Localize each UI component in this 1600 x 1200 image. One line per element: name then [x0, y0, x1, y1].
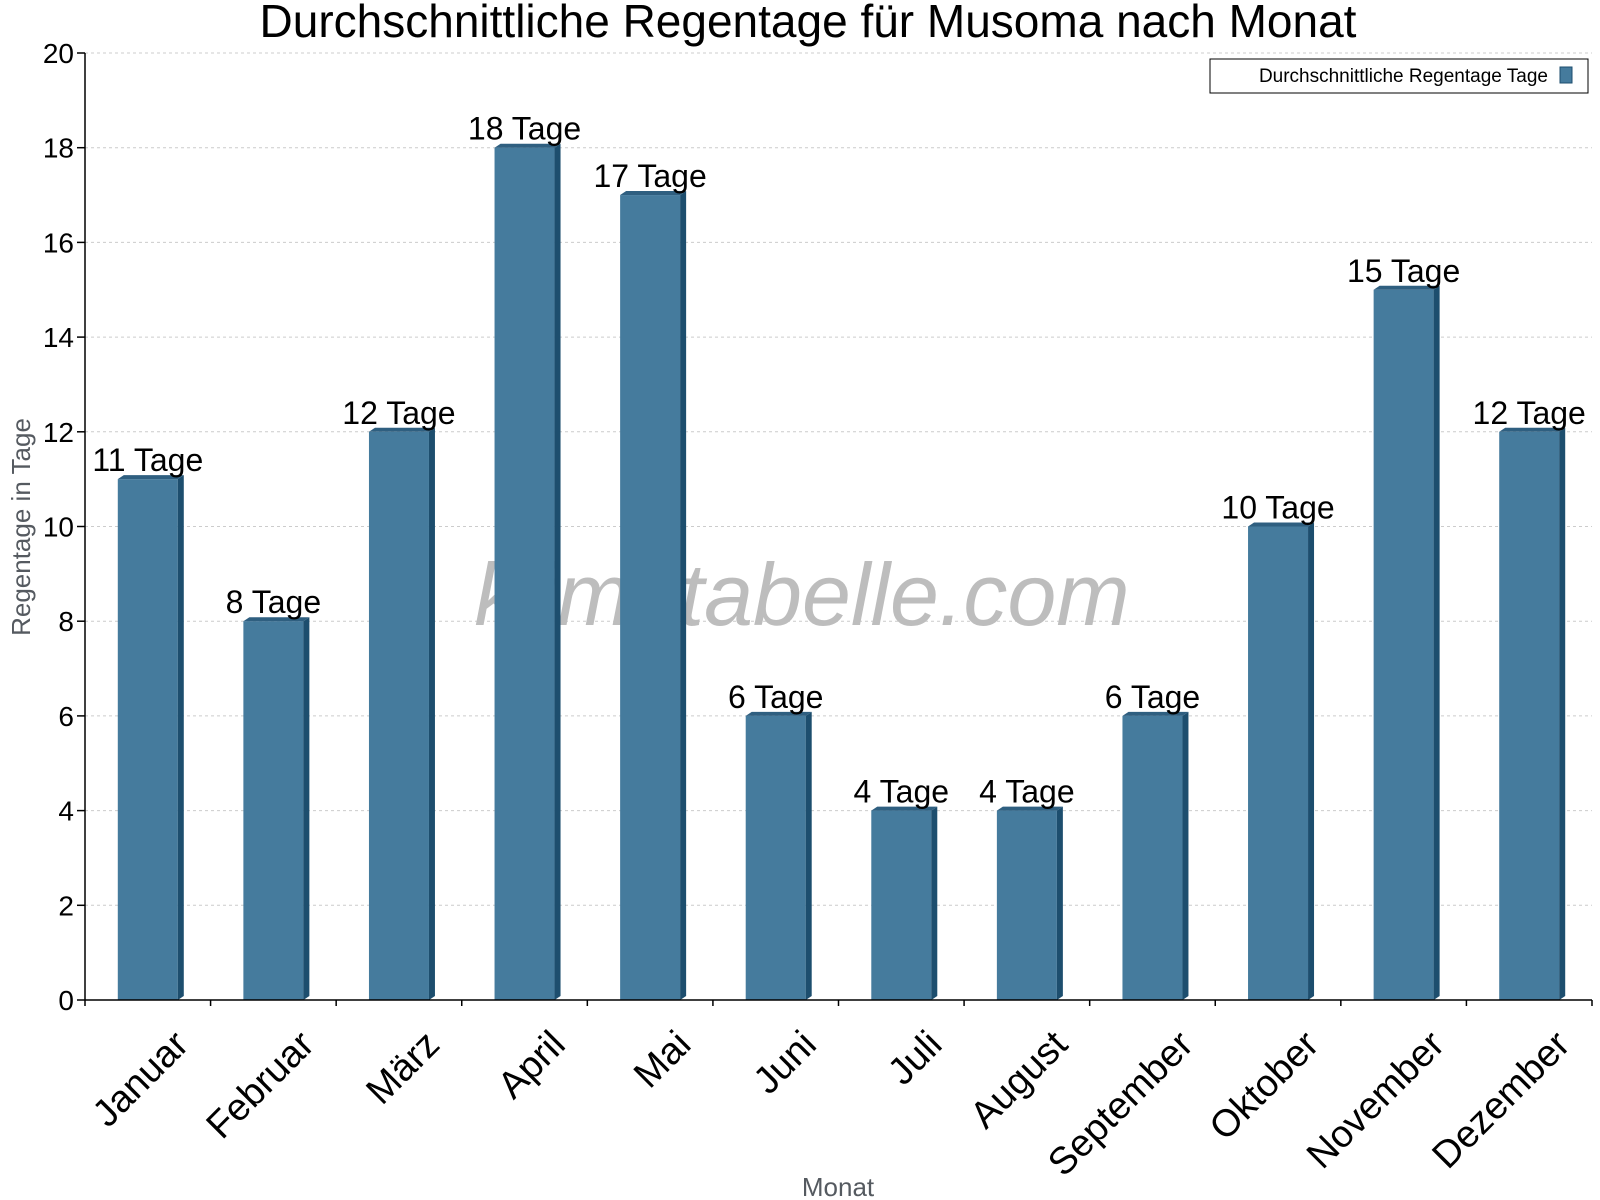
bar-10: [1248, 522, 1315, 1000]
bar-front: [996, 810, 1057, 1000]
data-label: 10 Tage: [1221, 490, 1334, 526]
legend-swatch: [1559, 66, 1573, 84]
x-tick-label: Februar: [199, 1023, 323, 1147]
bar-front: [368, 431, 429, 1000]
bar-front: [745, 715, 806, 1000]
data-label: 11 Tage: [92, 442, 203, 478]
data-label: 17 Tage: [593, 158, 706, 194]
chart-title: Durchschnittliche Regentage für Musoma n…: [260, 0, 1357, 47]
bar-11: [1373, 285, 1440, 1000]
bar-3: [368, 427, 435, 1000]
gridlines: [85, 52, 1592, 906]
bar-front: [243, 621, 304, 1000]
legend-box: [1209, 58, 1589, 94]
bar-top: [117, 475, 184, 480]
y-tick-label: 6: [58, 701, 74, 732]
bar-12: [1499, 427, 1566, 1000]
x-ticks: Januar Februar März April Mai Juni Juli AugustS…: [84, 1000, 1593, 1184]
data-label: 12 Tage: [1473, 395, 1586, 431]
bar-front: [117, 479, 178, 1000]
x-tick-label: Januar: [85, 1023, 197, 1135]
bar-front: [620, 195, 681, 1001]
y-tick-label: 0: [58, 985, 74, 1016]
bar-side: [680, 191, 687, 1001]
bar-front: [1373, 289, 1434, 1000]
data-label: 4 Tage: [854, 774, 950, 810]
legend: Durchschnittliche Regentage Tage: [1209, 58, 1589, 94]
x-axis-title: Monat: [802, 1172, 875, 1200]
bar-top: [745, 711, 812, 716]
bar-top: [620, 191, 687, 196]
bars: [117, 143, 1566, 1001]
y-ticks: 0 2 4 6 8 10 12 14 16 18 20: [43, 38, 85, 1016]
bar-top: [871, 806, 938, 811]
bar-top: [1248, 522, 1315, 527]
data-label: 12 Tage: [342, 395, 455, 431]
bar-front: [494, 147, 555, 1000]
bar-front: [1499, 431, 1560, 1000]
y-tick-label: 14: [43, 322, 74, 353]
x-tick-label: März: [359, 1023, 448, 1112]
x-tick-label: Dezember: [1425, 1023, 1579, 1177]
data-label: 6 Tage: [1105, 679, 1201, 715]
bar-top: [1499, 427, 1566, 432]
data-label: 15 Tage: [1347, 253, 1460, 289]
y-tick-label: 16: [43, 227, 74, 258]
data-label: 6 Tage: [728, 679, 824, 715]
bar-side: [1308, 522, 1315, 1000]
x-tick-label: Mai: [626, 1023, 699, 1096]
bar-side: [1433, 285, 1440, 1000]
bar-4: [494, 143, 561, 1000]
x-tick-label: Juni: [746, 1023, 825, 1102]
bar-7: [871, 806, 938, 1000]
y-tick-label: 4: [58, 796, 74, 827]
bar-side: [554, 143, 561, 1000]
y-tick-label: 12: [43, 417, 74, 448]
bar-2: [243, 617, 310, 1000]
bar-side: [1182, 711, 1189, 1000]
data-label: 18 Tage: [468, 111, 581, 147]
bar-top: [1122, 711, 1189, 716]
y-tick-label: 2: [58, 890, 74, 921]
bar-front: [871, 810, 932, 1000]
bar-5: [620, 191, 687, 1001]
bar-top: [494, 143, 561, 148]
x-tick-label: April: [490, 1023, 573, 1106]
bar-side: [303, 617, 310, 1000]
bar-front: [1122, 715, 1183, 1000]
bar-side: [1559, 427, 1566, 1000]
legend-label: Durchschnittliche Regentage Tage: [1259, 66, 1548, 87]
y-tick-label: 8: [58, 606, 74, 637]
bar-6: [745, 711, 812, 1000]
bar-side: [177, 475, 184, 1000]
x-tick-label: Juli: [880, 1023, 950, 1093]
bar-top: [1373, 285, 1440, 290]
bar-side: [1056, 806, 1063, 1000]
y-tick-label: 18: [43, 133, 74, 164]
bar-front: [1248, 526, 1309, 1000]
watermark-text: klimatabelle.com: [474, 545, 1129, 644]
bar-top: [243, 617, 310, 622]
y-axis-title: Regentage in Tage: [6, 418, 36, 636]
bar-top: [996, 806, 1063, 811]
bar-8: [996, 806, 1063, 1000]
data-label: 8 Tage: [226, 584, 322, 620]
x-tick-label: August: [963, 1023, 1077, 1137]
bar-top: [368, 427, 435, 432]
bar-1: [117, 475, 184, 1000]
bar-side: [428, 427, 435, 1000]
bar-side: [805, 711, 812, 1000]
data-label: 4 Tage: [979, 774, 1075, 810]
x-tick-label: Oktober: [1202, 1023, 1328, 1149]
bar-9: [1122, 711, 1189, 1000]
y-tick-label: 10: [43, 512, 74, 543]
y-tick-label: 20: [43, 38, 74, 69]
data-labels: 11 Tage 8 Tage 12 Tage 18 Tage 17 Tage 6 Tage…: [92, 111, 1586, 810]
bar-side: [931, 806, 938, 1000]
